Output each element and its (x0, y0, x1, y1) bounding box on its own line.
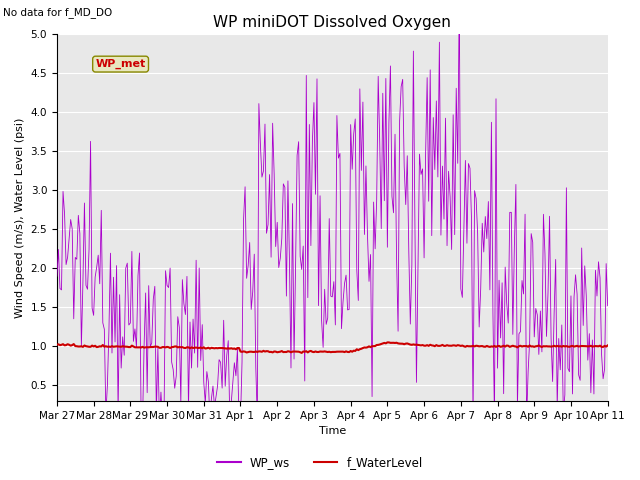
Legend: WP_ws, f_WaterLevel: WP_ws, f_WaterLevel (212, 452, 428, 474)
X-axis label: Time: Time (319, 426, 346, 436)
Text: WP_met: WP_met (95, 59, 146, 69)
Text: No data for f_MD_DO: No data for f_MD_DO (3, 7, 113, 18)
Title: WP miniDOT Dissolved Oxygen: WP miniDOT Dissolved Oxygen (213, 15, 451, 30)
Y-axis label: Wind Speed (m/s), Water Level (psi): Wind Speed (m/s), Water Level (psi) (15, 117, 25, 318)
